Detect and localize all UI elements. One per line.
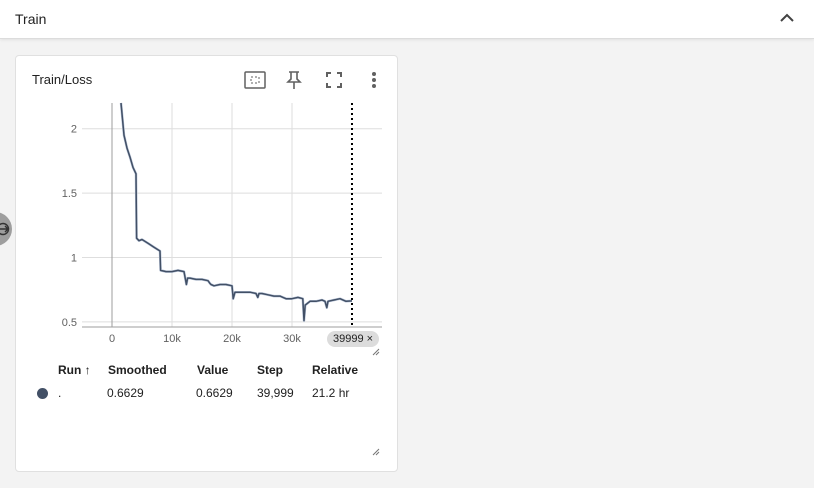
cell-relative: 21.2 hr — [312, 386, 350, 400]
more-vert-icon — [372, 72, 376, 88]
cell-smoothed: 0.6629 — [107, 386, 144, 400]
chart-resize-handle-icon[interactable] — [372, 348, 380, 356]
cell-step: 39,999 — [257, 386, 294, 400]
y-tick-label: 0.5 — [62, 317, 77, 329]
fit-domain-button[interactable] — [243, 68, 267, 92]
run-color-dot — [37, 388, 48, 399]
col-header-step[interactable]: Step — [257, 363, 284, 377]
sidebar-toggle-icon — [0, 222, 10, 236]
sidebar-toggle-button[interactable] — [0, 212, 12, 246]
loss-chart[interactable]: 0.5 1 1.5 2 0 10k 20k 30k — [16, 56, 399, 366]
y-tick-label: 1 — [71, 252, 77, 264]
sort-arrow-icon: ↑ — [84, 363, 91, 377]
x-tick-label: 0 — [109, 333, 115, 345]
hover-step-label: 39999 — [333, 333, 364, 345]
hover-step-chip[interactable]: 39999 × — [327, 331, 380, 347]
col-header-run[interactable]: Run ↑ — [58, 363, 91, 377]
series-raw-line — [119, 102, 353, 322]
cell-value: 0.6629 — [196, 386, 233, 400]
pin-card-button[interactable] — [282, 68, 306, 92]
pin-icon — [286, 71, 302, 89]
col-header-smoothed[interactable]: Smoothed — [108, 363, 167, 377]
table-resize-handle-icon[interactable] — [372, 448, 380, 456]
more-options-button[interactable] — [362, 68, 386, 92]
fit-domain-icon — [244, 71, 266, 89]
card-title: Train/Loss — [32, 72, 93, 87]
scalar-card: Train/Loss 0.5 1 1.5 2 0 10k 20k 30k 39999 × Ru… — [15, 55, 398, 472]
col-header-relative[interactable]: Relative — [312, 363, 359, 377]
x-tick-label: 10k — [163, 333, 181, 345]
section-header: Train — [0, 0, 814, 39]
y-tick-label: 1.5 — [62, 188, 77, 200]
section-title: Train — [15, 11, 47, 27]
x-tick-label: 30k — [283, 333, 301, 345]
y-tick-label: 2 — [71, 124, 77, 136]
col-header-value[interactable]: Value — [197, 363, 229, 377]
chevron-up-icon — [780, 13, 794, 22]
collapse-section-button[interactable] — [776, 8, 798, 30]
fullscreen-icon — [326, 72, 342, 88]
x-tick-label: 20k — [223, 333, 241, 345]
series-line — [120, 102, 353, 322]
close-icon[interactable]: × — [366, 333, 374, 345]
cell-run: . — [58, 386, 62, 400]
fullscreen-button[interactable] — [322, 68, 346, 92]
